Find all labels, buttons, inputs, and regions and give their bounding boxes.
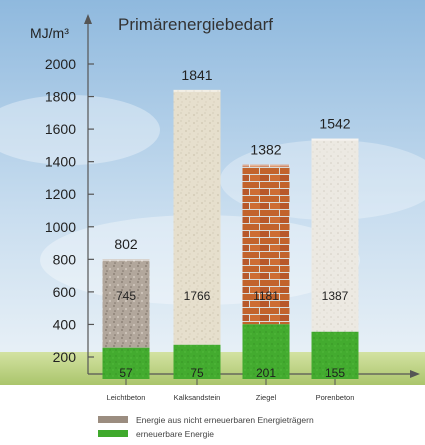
total-label: 1841 (181, 67, 212, 83)
white-footer (0, 385, 425, 445)
bar-nonrenewable-leichtbeton (102, 259, 150, 348)
nonrenewable-label: 1387 (322, 289, 349, 303)
x-tick-label: Leichtbeton (107, 393, 146, 402)
y-tick-label: 800 (53, 251, 77, 267)
bar-renewable-leichtbeton (102, 347, 150, 379)
total-label: 802 (114, 236, 138, 252)
y-axis-label: MJ/m³ (30, 25, 69, 41)
bar-nonrenewable-ziegel (242, 164, 290, 325)
legend-label-renewable: erneuerbare Energie (136, 429, 214, 439)
nonrenewable-label: 745 (116, 289, 136, 303)
renewable-label: 155 (325, 366, 345, 380)
renewable-label: 201 (256, 366, 276, 380)
y-tick-label: 200 (53, 349, 77, 365)
cloud (0, 95, 160, 165)
legend-label-nonrenewable: Energie aus nicht erneuerbaren Energietr… (136, 415, 314, 425)
x-tick-label: Porenbeton (316, 393, 355, 402)
bar-nonrenewable-porenbeton (311, 138, 359, 332)
bar-nonrenewable-kalksandstein (173, 89, 221, 345)
total-label: 1382 (250, 142, 281, 158)
renewable-label: 75 (190, 366, 204, 380)
data-labels: 802 745 57 1841 1766 75 1382 1181 201 1542 1387 155 (114, 67, 350, 380)
bar-top-edge (173, 89, 221, 92)
y-tick-label: 1400 (45, 154, 76, 170)
x-ticks: Leichtbeton Kalksandstein Ziegel Porenbeton (107, 379, 355, 402)
renewable-label: 57 (119, 366, 133, 380)
nonrenewable-label: 1766 (184, 289, 211, 303)
y-tick-label: 1000 (45, 219, 76, 235)
bar-top-edge (242, 164, 290, 167)
legend: Energie aus nicht erneuerbaren Energietr… (98, 415, 314, 439)
x-tick-label: Kalksandstein (174, 393, 221, 402)
y-ticks: 200 400 600 800 1000 1200 1400 1600 1800 2000 (45, 56, 94, 365)
chart-title: Primärenergiebedarf (118, 15, 273, 34)
y-tick-label: 600 (53, 284, 77, 300)
y-tick-label: 1800 (45, 89, 76, 105)
bar-top-edge (311, 138, 359, 141)
y-axis-arrow (84, 14, 92, 24)
legend-swatch-nonrenewable (98, 416, 128, 423)
bars (102, 89, 359, 379)
total-label: 1542 (319, 116, 350, 132)
bar-renewable-porenbeton (311, 331, 359, 379)
legend-swatch-renewable (98, 430, 128, 437)
bar-renewable-kalksandstein (173, 344, 221, 379)
x-tick-label: Ziegel (256, 393, 277, 402)
x-axis-arrow (410, 370, 420, 378)
bar-renewable-ziegel (242, 324, 290, 379)
y-tick-label: 2000 (45, 56, 76, 72)
y-tick-label: 1200 (45, 186, 76, 202)
bar-top-edge (102, 259, 150, 262)
y-tick-label: 1600 (45, 121, 76, 137)
nonrenewable-label: 1181 (253, 289, 279, 303)
y-tick-label: 400 (53, 316, 77, 332)
